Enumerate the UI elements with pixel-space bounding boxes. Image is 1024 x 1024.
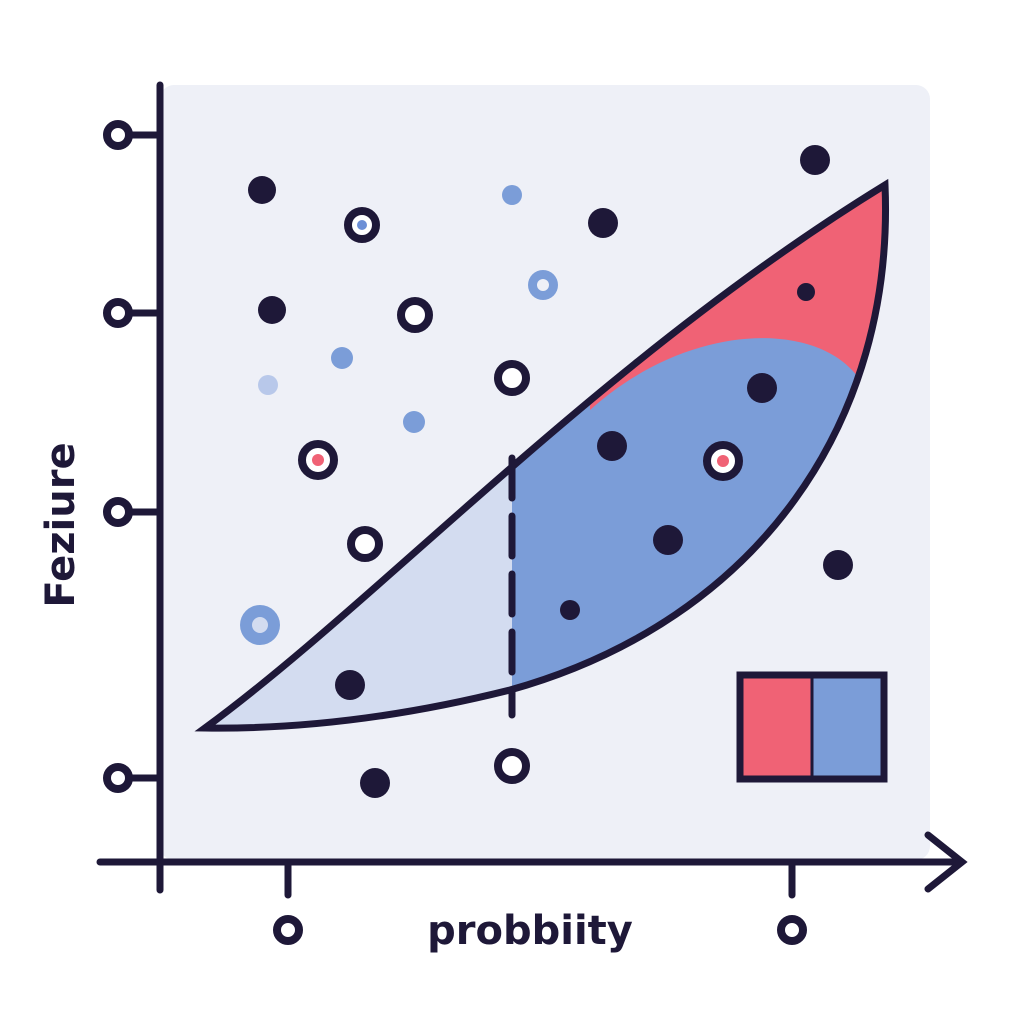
- x-axis-label: probbiity: [427, 908, 633, 954]
- y-axis-label: Feziure: [38, 442, 84, 607]
- legend-box: [736, 671, 888, 783]
- axes: [96, 81, 968, 945]
- region-outline: [194, 178, 890, 732]
- points: [240, 145, 853, 798]
